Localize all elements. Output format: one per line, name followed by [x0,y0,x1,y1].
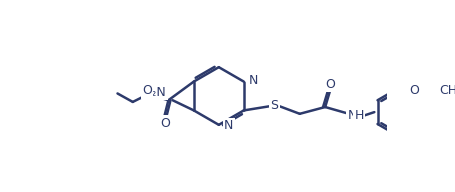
Text: N: N [347,109,356,122]
Text: N: N [248,74,258,87]
Text: CH₃: CH₃ [438,84,455,97]
Text: O: O [142,84,152,97]
Text: N: N [223,119,233,132]
Text: H: H [354,109,363,122]
Text: O: O [409,84,418,97]
Text: O: O [324,78,334,91]
Text: S: S [270,99,278,112]
Text: H₂N: H₂N [142,86,167,99]
Text: O: O [160,117,170,130]
